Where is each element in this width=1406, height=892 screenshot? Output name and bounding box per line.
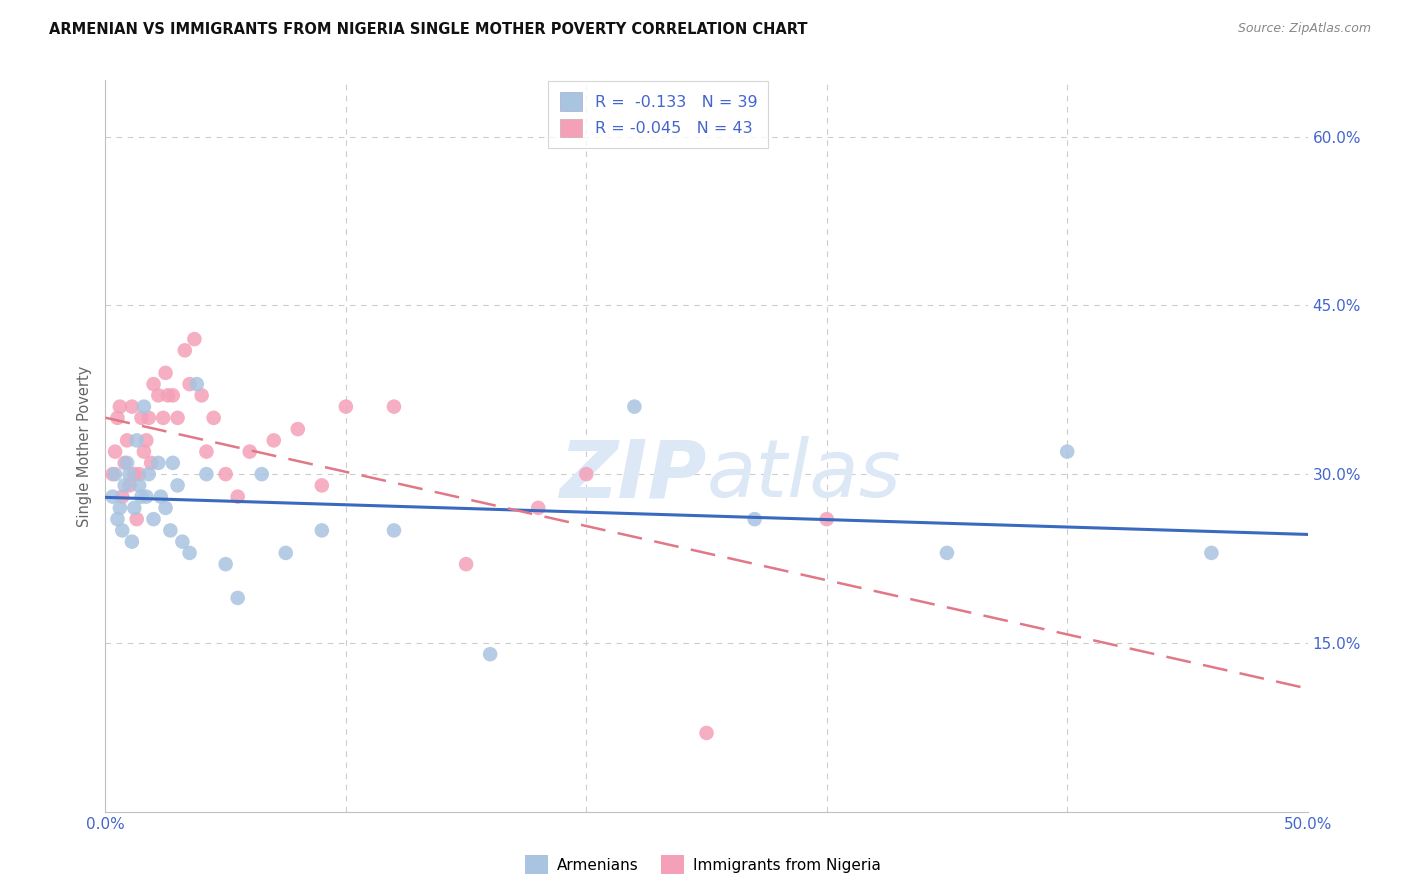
Point (575, 467, 598, 482)
Point (195, 444, 218, 458)
Point (118, 478, 141, 492)
Point (139, 456, 162, 470)
Point (138, 467, 160, 482)
Point (111, 490, 134, 504)
Point (287, 422, 309, 436)
Point (135, 490, 157, 504)
Point (114, 456, 136, 470)
Point (148, 388, 170, 402)
Point (250, 467, 273, 482)
Point (118, 467, 141, 482)
Point (135, 434, 157, 448)
Point (148, 456, 170, 470)
Legend: R =  -0.133   N = 39, R = -0.045   N = 43: R = -0.133 N = 39, R = -0.045 N = 43 (548, 81, 769, 148)
Point (166, 478, 188, 492)
Point (124, 500, 146, 515)
Point (149, 490, 172, 504)
Point (142, 512, 165, 526)
Point (166, 410, 188, 425)
Point (382, 400, 405, 414)
Text: ARMENIAN VS IMMIGRANTS FROM NIGERIA SINGLE MOTHER POVERTY CORRELATION CHART: ARMENIAN VS IMMIGRANTS FROM NIGERIA SING… (49, 22, 807, 37)
Point (142, 377, 165, 392)
Point (183, 332, 205, 346)
Point (128, 467, 150, 482)
Point (104, 467, 127, 482)
Point (311, 524, 333, 538)
Point (107, 512, 129, 526)
Point (214, 557, 236, 571)
Point (121, 534, 143, 549)
Text: Source: ZipAtlas.com: Source: ZipAtlas.com (1237, 22, 1371, 36)
Point (108, 400, 131, 414)
Point (162, 388, 184, 402)
Point (101, 490, 124, 504)
Point (696, 726, 718, 740)
Point (132, 400, 155, 414)
Point (156, 388, 179, 402)
Point (239, 444, 262, 458)
Point (226, 591, 249, 605)
Point (152, 410, 174, 425)
Point (1201, 546, 1223, 560)
Point (125, 512, 148, 526)
Point (744, 512, 766, 526)
Point (131, 490, 153, 504)
Point (195, 467, 218, 482)
Point (131, 410, 153, 425)
Point (527, 500, 550, 515)
Point (311, 478, 333, 492)
Point (202, 410, 225, 425)
Point (124, 467, 146, 482)
Point (107, 410, 129, 425)
Point (179, 546, 201, 560)
Point (108, 500, 131, 515)
Point (121, 400, 143, 414)
Point (454, 557, 477, 571)
Point (172, 534, 194, 549)
Point (1056, 444, 1078, 458)
Point (335, 400, 357, 414)
Point (125, 434, 148, 448)
Point (155, 366, 177, 380)
Point (162, 456, 184, 470)
Point (186, 377, 208, 392)
Point (115, 456, 138, 470)
Point (623, 400, 645, 414)
Point (479, 647, 502, 661)
Point (226, 490, 249, 504)
Text: ZIP: ZIP (560, 436, 707, 515)
Point (179, 377, 201, 392)
Point (274, 546, 297, 560)
Point (115, 434, 138, 448)
Text: atlas: atlas (707, 436, 901, 515)
Point (104, 444, 127, 458)
Point (214, 467, 236, 482)
Point (138, 410, 160, 425)
Y-axis label: Single Mother Poverty: Single Mother Poverty (77, 366, 93, 526)
Point (111, 524, 134, 538)
Point (263, 434, 285, 448)
Point (159, 524, 181, 538)
Point (190, 388, 212, 402)
Point (128, 478, 150, 492)
Point (114, 478, 136, 492)
Point (155, 500, 177, 515)
Point (382, 524, 405, 538)
Point (936, 546, 959, 560)
Point (173, 343, 195, 358)
Point (132, 444, 155, 458)
Point (101, 467, 124, 482)
Point (815, 512, 838, 526)
Legend: Armenians, Immigrants from Nigeria: Armenians, Immigrants from Nigeria (519, 849, 887, 880)
